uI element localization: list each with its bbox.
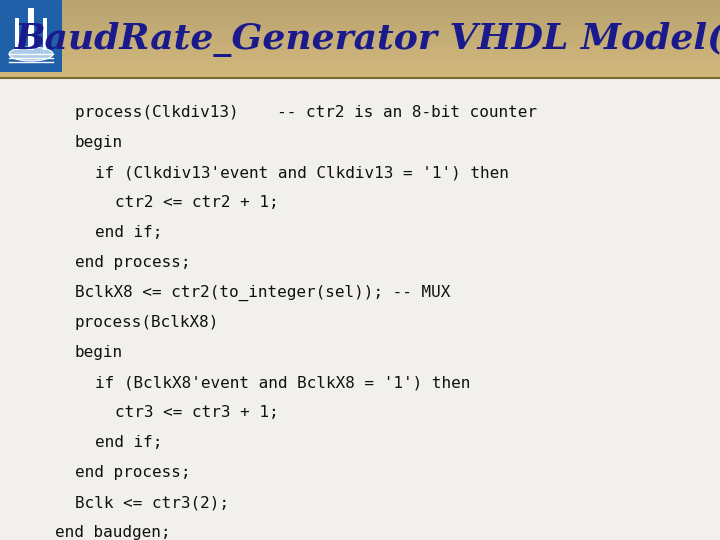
Text: if (BclkX8'event and BclkX8 = '1') then: if (BclkX8'event and BclkX8 = '1') then bbox=[95, 375, 470, 390]
Text: ctr2 <= ctr2 + 1;: ctr2 <= ctr2 + 1; bbox=[115, 195, 279, 210]
Bar bbox=[0, 40, 720, 43]
Bar bbox=[0, 19, 720, 22]
Bar bbox=[0, 2, 720, 4]
Text: end baudgen;: end baudgen; bbox=[55, 525, 171, 540]
Bar bbox=[0, 66, 720, 68]
Bar bbox=[0, 29, 720, 31]
Text: process(BclkX8): process(BclkX8) bbox=[75, 315, 220, 330]
Text: process(Clkdiv13)    -- ctr2 is an 8-bit counter: process(Clkdiv13) -- ctr2 is an 8-bit co… bbox=[75, 105, 537, 120]
Text: BaudRate_Generator VHDL Model(3): BaudRate_Generator VHDL Model(3) bbox=[14, 22, 720, 57]
Bar bbox=[0, 73, 720, 76]
Bar bbox=[0, 3, 720, 6]
Bar bbox=[0, 9, 720, 12]
Bar bbox=[15, 18, 19, 50]
Bar bbox=[0, 46, 720, 49]
Text: BclkX8 <= ctr2(to_integer(sel)); -- MUX: BclkX8 <= ctr2(to_integer(sel)); -- MUX bbox=[75, 285, 451, 301]
Bar bbox=[0, 23, 720, 25]
Bar bbox=[0, 17, 720, 19]
Bar bbox=[0, 11, 720, 14]
Bar bbox=[0, 15, 720, 17]
Text: end process;: end process; bbox=[75, 255, 191, 270]
Bar bbox=[0, 48, 720, 51]
Bar bbox=[0, 44, 720, 47]
Bar bbox=[0, 0, 720, 2]
Bar bbox=[0, 50, 720, 52]
Bar bbox=[0, 25, 720, 28]
Bar bbox=[0, 5, 720, 8]
Bar bbox=[0, 60, 720, 63]
Bar bbox=[0, 0, 62, 72]
Bar bbox=[0, 35, 720, 37]
Bar bbox=[0, 43, 720, 45]
Ellipse shape bbox=[9, 47, 53, 61]
Bar bbox=[28, 8, 34, 50]
Bar bbox=[0, 76, 720, 78]
Bar bbox=[0, 32, 720, 35]
Bar bbox=[0, 56, 720, 58]
Text: end if;: end if; bbox=[95, 435, 163, 450]
Text: end if;: end if; bbox=[95, 225, 163, 240]
Bar bbox=[0, 62, 720, 64]
Text: end process;: end process; bbox=[75, 465, 191, 480]
Bar bbox=[0, 68, 720, 70]
Bar bbox=[0, 13, 720, 16]
Text: if (Clkdiv13'event and Clkdiv13 = '1') then: if (Clkdiv13'event and Clkdiv13 = '1') t… bbox=[95, 165, 509, 180]
Text: Bclk <= ctr3(2);: Bclk <= ctr3(2); bbox=[75, 495, 229, 510]
Bar bbox=[0, 70, 720, 72]
Text: begin: begin bbox=[75, 345, 123, 360]
Bar bbox=[0, 38, 720, 41]
Bar bbox=[0, 72, 720, 74]
Text: ctr3 <= ctr3 + 1;: ctr3 <= ctr3 + 1; bbox=[115, 405, 279, 420]
Bar bbox=[0, 54, 720, 57]
Bar bbox=[0, 52, 720, 55]
Bar bbox=[0, 27, 720, 29]
Text: begin: begin bbox=[75, 135, 123, 150]
Bar bbox=[0, 21, 720, 23]
Bar bbox=[0, 37, 720, 39]
Bar bbox=[0, 31, 720, 33]
Bar bbox=[0, 64, 720, 66]
Bar bbox=[0, 58, 720, 60]
Bar bbox=[0, 0, 720, 78]
Bar bbox=[0, 8, 720, 10]
Bar bbox=[43, 18, 47, 50]
